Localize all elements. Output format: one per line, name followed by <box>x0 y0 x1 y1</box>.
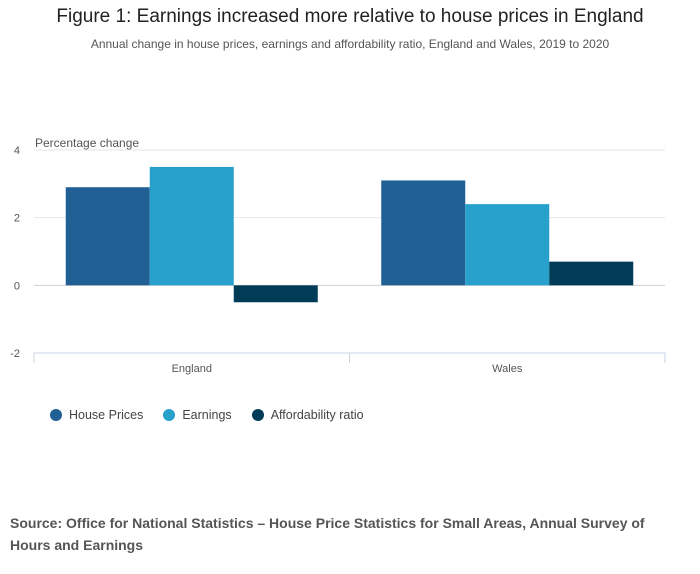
bar-affordability-ratio-england[interactable] <box>233 285 318 303</box>
legend-item-affordability-ratio[interactable]: Affordability ratio <box>251 408 364 422</box>
bar-chart: 4 2 0 -2 England Wales Percentage change <box>10 136 666 375</box>
bars <box>65 166 634 303</box>
bar-house-prices-wales[interactable] <box>381 180 466 286</box>
source-note: Source: Office for National Statistics –… <box>10 515 645 553</box>
y-tick-label: 4 <box>14 145 20 157</box>
bar-earnings-wales[interactable] <box>465 204 550 286</box>
legend-item-house-prices[interactable]: House Prices <box>50 408 143 422</box>
legend-label-house-prices: House Prices <box>69 408 144 422</box>
chart-title: Figure 1: Earnings increased more relati… <box>56 6 644 27</box>
legend-label-earnings: Earnings <box>182 408 232 422</box>
legend-item-earnings[interactable]: Earnings <box>163 408 232 422</box>
bar-house-prices-england[interactable] <box>65 187 150 286</box>
y-axis-title: Percentage change <box>35 136 139 150</box>
legend-marker-house-prices <box>50 409 62 421</box>
legend-marker-earnings <box>163 409 176 421</box>
y-tick-label: 0 <box>14 280 20 292</box>
axes: 4 2 0 -2 England Wales <box>10 145 666 375</box>
y-tick-label: -2 <box>10 348 20 360</box>
x-tick-label-england: England <box>172 363 212 375</box>
bar-earnings-england[interactable] <box>149 166 234 286</box>
chart-subtitle: Annual change in house prices, earnings … <box>90 37 610 51</box>
y-tick-label: 2 <box>14 213 20 225</box>
legend-label-affordability-ratio: Affordability ratio <box>270 408 364 422</box>
x-tick-label-wales: Wales <box>492 363 523 375</box>
legend: House Prices Earnings Affordability rati… <box>50 408 364 422</box>
legend-marker-affordability-ratio <box>251 409 264 421</box>
bar-affordability-ratio-wales[interactable] <box>549 261 634 286</box>
